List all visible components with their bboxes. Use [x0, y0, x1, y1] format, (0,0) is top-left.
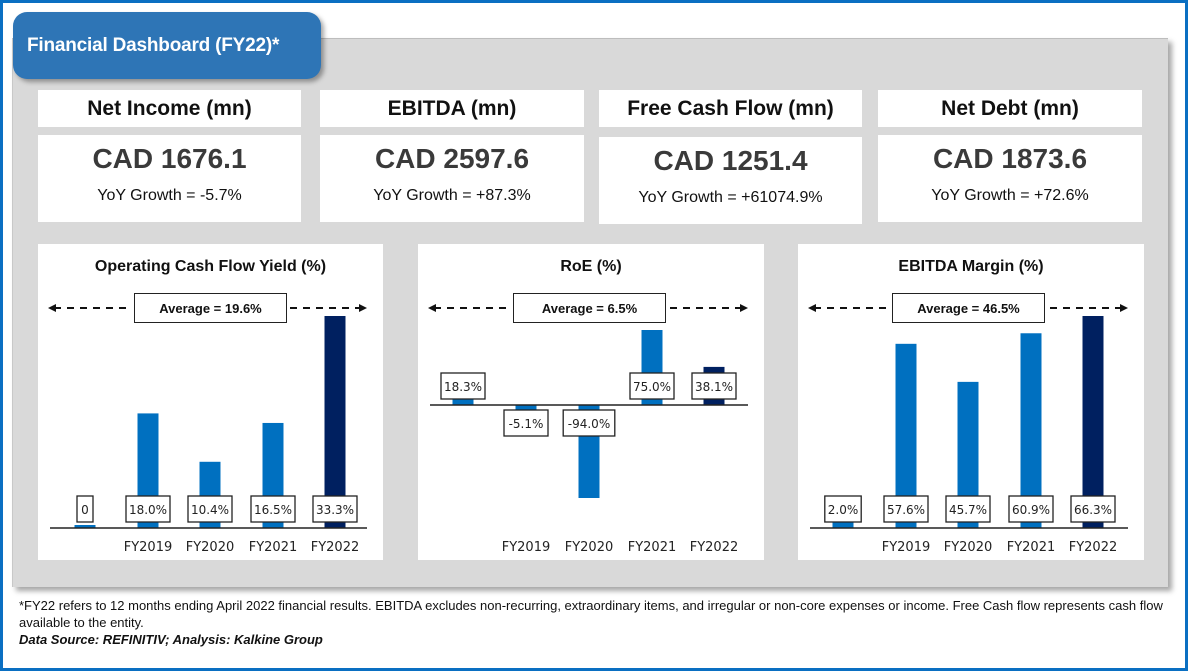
data-label-roe-2: -94.0% — [562, 409, 616, 437]
arrow-left-icon — [48, 304, 56, 312]
svg-text:10.4%: 10.4% — [191, 503, 229, 517]
bar-ebitda-margin-2 — [957, 381, 979, 528]
kpi-net-income-growth: YoY Growth = -5.7% — [97, 187, 242, 204]
footnote: *FY22 refers to 12 months ending April 2… — [19, 597, 1169, 648]
bar-ocf-yield-4 — [324, 316, 346, 528]
kpi-net-income-value: CAD 1676.1 — [92, 143, 247, 174]
data-label-ebitda-margin-2: 45.7% — [945, 495, 991, 523]
kpi-ebitda-value: CAD 2597.6 — [374, 143, 530, 174]
svg-text:-5.1%: -5.1% — [509, 417, 544, 431]
x-tick-label-roe-2: FY2020 — [565, 540, 614, 555]
x-tick-label-ebitda-margin-2: FY2020 — [944, 540, 993, 555]
svg-text:2.0%: 2.0% — [828, 503, 859, 517]
kpi-fcf-card: CAD 1251.4 YoY Growth = +61074.9% — [599, 137, 862, 224]
bar-ebitda-margin-0 — [832, 521, 854, 528]
data-label-roe-1: -5.1% — [503, 409, 549, 437]
arrow-right-icon — [359, 304, 367, 312]
kpi-net-income-card: CAD 1676.1 YoY Growth = -5.7% — [38, 135, 301, 222]
bar-ebitda-margin-3 — [1020, 333, 1042, 528]
bar-ebitda-margin-4 — [1082, 316, 1104, 528]
data-label-roe-4: 38.1% — [691, 372, 737, 400]
svg-text:60.9%: 60.9% — [1012, 503, 1050, 517]
kpi-fcf-value: CAD 1251.4 — [653, 145, 808, 176]
svg-text:16.5%: 16.5% — [254, 503, 292, 517]
dashboard-title: Financial Dashboard (FY22)* — [13, 12, 321, 79]
chart-ebitda-margin-average: Average = 46.5% — [892, 293, 1045, 323]
svg-text:57.6%: 57.6% — [887, 503, 925, 517]
chart-ocf-yield-average: Average = 19.6% — [134, 293, 287, 323]
x-tick-label-ebitda-margin-4: FY2022 — [1069, 540, 1118, 555]
chart-ocf-yield: 0 18.0% 10.4% 16.5% 33.3% FY2019 FY2020 FY2021 F… — [38, 244, 383, 560]
bar-roe-1 — [515, 405, 537, 411]
bar-ocf-yield-0 — [74, 525, 96, 528]
svg-text:75.0%: 75.0% — [633, 380, 671, 394]
kpi-net-income-label: Net Income (mn) — [38, 90, 301, 127]
kpi-ebitda-label: EBITDA (mn) — [320, 90, 584, 127]
chart-roe-average: Average = 6.5% — [513, 293, 666, 323]
data-label-ocf-yield-4: 33.3% — [312, 495, 358, 523]
chart-ocf-yield-title: Operating Cash Flow Yield (%) — [94, 258, 327, 275]
footnote-text: *FY22 refers to 12 months ending April 2… — [19, 598, 1163, 630]
x-tick-label-ocf-yield-3: FY2021 — [249, 540, 298, 555]
data-label-ebitda-margin-3: 60.9% — [1008, 495, 1054, 523]
chart-roe-title: RoE (%) — [560, 258, 622, 275]
data-label-ocf-yield-3: 16.5% — [250, 495, 296, 523]
data-label-ocf-yield-2: 10.4% — [187, 495, 233, 523]
svg-text:38.1%: 38.1% — [695, 380, 733, 394]
svg-text:18.0%: 18.0% — [129, 503, 167, 517]
chart-ebitda-margin-title: EBITDA Margin (%) — [898, 258, 1044, 275]
chart-ebitda-margin: 2.0% 57.6% 45.7% 60.9% 66.3% FY2019 FY2020 FY20… — [798, 244, 1144, 560]
arrow-left-icon — [428, 304, 436, 312]
x-tick-label-ocf-yield-4: FY2022 — [311, 540, 360, 555]
x-tick-label-roe-3: FY2021 — [628, 540, 677, 555]
data-label-roe-0: 18.3% — [440, 372, 486, 400]
data-label-ebitda-margin-4: 66.3% — [1070, 495, 1116, 523]
svg-text:33.3%: 33.3% — [316, 503, 354, 517]
svg-text:66.3%: 66.3% — [1074, 503, 1112, 517]
arrow-right-icon — [740, 304, 748, 312]
data-label-ocf-yield-0: 0 — [76, 495, 94, 523]
kpi-fcf-label: Free Cash Flow (mn) — [599, 90, 862, 127]
x-tick-label-ebitda-margin-3: FY2021 — [1007, 540, 1056, 555]
data-label-ebitda-margin-1: 57.6% — [883, 495, 929, 523]
chart-ebitda-margin-svg: 2.0% 57.6% 45.7% 60.9% 66.3% FY2019 FY2020 FY20… — [808, 304, 1128, 555]
data-label-roe-3: 75.0% — [629, 372, 675, 400]
x-tick-label-roe-1: FY2019 — [502, 540, 551, 555]
data-label-ocf-yield-1: 18.0% — [125, 495, 171, 523]
kpi-ebitda-card: CAD 2597.6 YoY Growth = +87.3% — [320, 135, 584, 222]
kpi-net-debt-card: CAD 1873.6 YoY Growth = +72.6% — [878, 135, 1142, 222]
svg-text:0: 0 — [81, 503, 89, 517]
kpi-net-debt-label: Net Debt (mn) — [878, 90, 1142, 127]
chart-roe-svg: 18.3% -5.1% -94.0% 75.0% 38.1% FY2019 FY2020 FY… — [428, 304, 748, 555]
svg-text:18.3%: 18.3% — [444, 380, 482, 394]
data-label-ebitda-margin-0: 2.0% — [824, 495, 862, 523]
x-tick-label-roe-4: FY2022 — [690, 540, 739, 555]
kpi-ebitda-growth: YoY Growth = +87.3% — [373, 187, 531, 204]
arrow-left-icon — [808, 304, 816, 312]
svg-text:45.7%: 45.7% — [949, 503, 987, 517]
bar-ebitda-margin-1 — [895, 343, 917, 528]
chart-ocf-yield-svg: 0 18.0% 10.4% 16.5% 33.3% FY2019 FY2020 FY2021 F… — [48, 304, 367, 555]
kpi-fcf-growth: YoY Growth = +61074.9% — [638, 189, 823, 206]
kpi-net-debt-value: CAD 1873.6 — [932, 143, 1088, 174]
chart-roe: 18.3% -5.1% -94.0% 75.0% 38.1% FY2019 FY2020 FY… — [418, 244, 764, 560]
arrow-right-icon — [1120, 304, 1128, 312]
x-tick-label-ebitda-margin-1: FY2019 — [882, 540, 931, 555]
kpi-net-debt-growth: YoY Growth = +72.6% — [931, 187, 1089, 204]
data-source: Data Source: REFINITIV; Analysis: Kalkin… — [19, 632, 323, 647]
x-tick-label-ocf-yield-2: FY2020 — [186, 540, 235, 555]
svg-text:-94.0%: -94.0% — [568, 417, 610, 431]
x-tick-label-ocf-yield-1: FY2019 — [124, 540, 173, 555]
